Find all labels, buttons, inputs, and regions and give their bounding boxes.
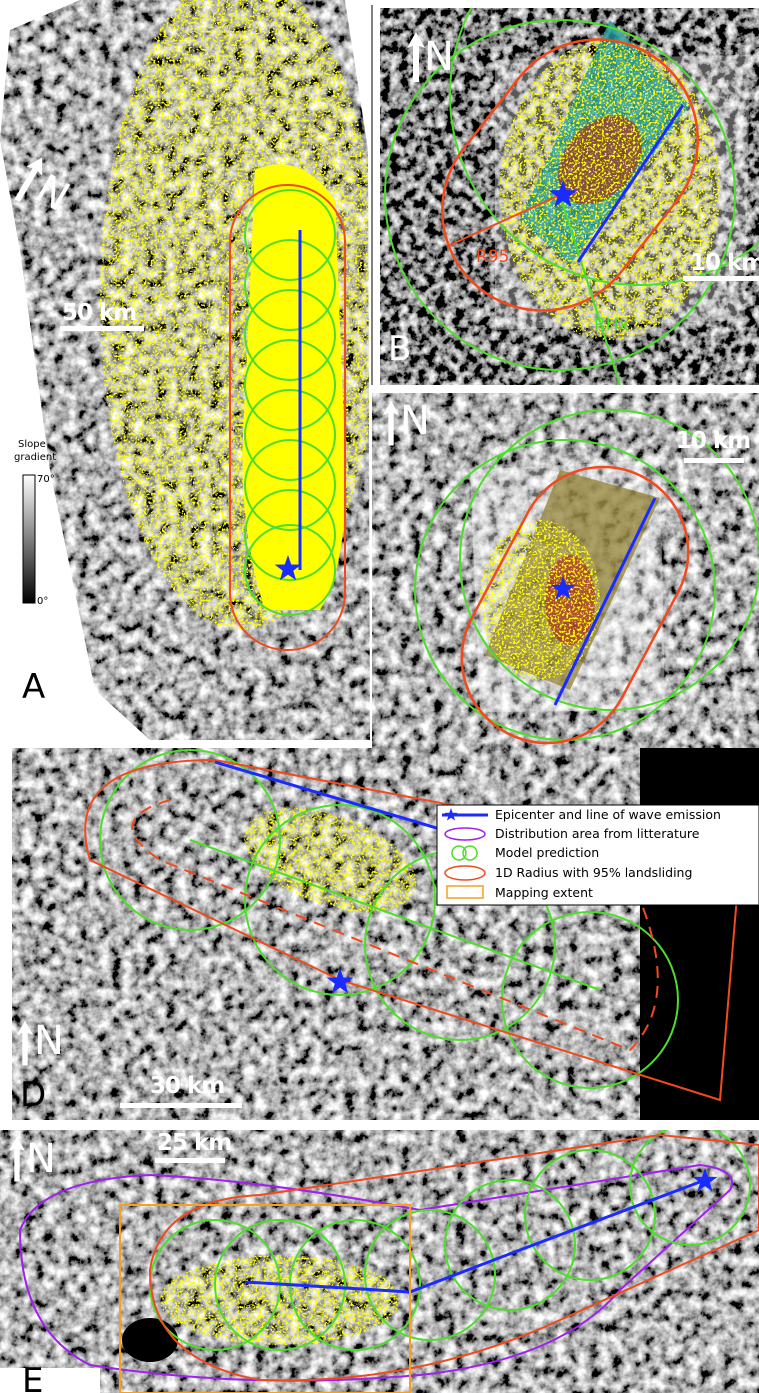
panel-c bbox=[372, 393, 759, 800]
legend-item: Epicenter and line of wave emission bbox=[495, 807, 721, 822]
terrain bbox=[0, 1130, 759, 1393]
legend-purple bbox=[444, 827, 486, 841]
scale-bar bbox=[120, 1103, 242, 1108]
slope-min: 0° bbox=[37, 596, 48, 607]
annotation: RHx bbox=[594, 315, 629, 335]
landslides bbox=[500, 40, 720, 340]
landslides bbox=[480, 520, 600, 680]
landslides bbox=[244, 807, 416, 913]
panel-d bbox=[12, 748, 759, 1120]
legend-box bbox=[436, 804, 759, 906]
model-circles bbox=[244, 189, 336, 616]
legend-item: Model prediction bbox=[495, 845, 599, 860]
north-label: N bbox=[400, 398, 430, 444]
scale-label: 30 km bbox=[150, 1073, 224, 1099]
landslides bbox=[160, 1255, 400, 1345]
scale-label: 25 km bbox=[157, 1130, 231, 1156]
r95-outline bbox=[148, 1133, 759, 1382]
model-axis bbox=[189, 839, 601, 991]
legend-green bbox=[451, 845, 467, 861]
r95-inner bbox=[131, 799, 659, 1052]
rhx-line bbox=[559, 194, 621, 385]
scale-label: 10 km bbox=[676, 428, 750, 454]
scale-label: 10 km bbox=[690, 250, 759, 276]
legend-green bbox=[462, 845, 478, 861]
panel-label: E bbox=[22, 1361, 43, 1393]
slope-max: 70° bbox=[37, 474, 55, 485]
r95-outline bbox=[229, 184, 346, 651]
emission-line bbox=[244, 1178, 706, 1294]
r95-outline bbox=[441, 38, 699, 312]
panel-b bbox=[380, 8, 759, 385]
legend-orange bbox=[446, 885, 484, 899]
slope-title: gradient bbox=[14, 452, 56, 463]
landslides-dense bbox=[242, 164, 346, 611]
mapping-extent bbox=[119, 1204, 411, 1393]
emission-line bbox=[214, 760, 461, 837]
lake bbox=[122, 1318, 178, 1362]
slope-ramp bbox=[22, 474, 36, 604]
emission-line bbox=[576, 104, 685, 263]
legend-item: 1D Radius with 95% landsliding bbox=[495, 865, 692, 880]
r95-outline bbox=[460, 465, 690, 745]
legend-red bbox=[444, 865, 486, 881]
slope-title: Slope bbox=[18, 439, 46, 450]
scale-bar bbox=[684, 458, 744, 463]
legend-item: Mapping extent bbox=[495, 885, 593, 900]
distribution-area bbox=[18, 1163, 733, 1382]
scale-label: 50 km bbox=[62, 300, 136, 326]
panel-e bbox=[0, 1130, 759, 1393]
legend-item: Distribution area from litterature bbox=[495, 826, 700, 841]
scale-bar bbox=[60, 326, 144, 331]
north-label: N bbox=[424, 34, 454, 80]
legend: Epicenter and line of wave emission Dist… bbox=[436, 804, 759, 906]
north-label: N bbox=[26, 1136, 56, 1182]
emission-line bbox=[553, 497, 657, 706]
r95-line bbox=[449, 194, 561, 246]
panel-label: D bbox=[20, 1075, 46, 1115]
panel-a bbox=[0, 0, 370, 740]
model-circles bbox=[384, 8, 759, 371]
panel-label: A bbox=[22, 667, 45, 707]
scale-bar bbox=[683, 276, 759, 281]
scale-bar bbox=[155, 1158, 225, 1163]
annotation: R95 bbox=[476, 247, 509, 267]
panel-label: B bbox=[388, 329, 411, 369]
r95-outline bbox=[84, 758, 742, 1102]
north-label: N bbox=[34, 1018, 64, 1064]
